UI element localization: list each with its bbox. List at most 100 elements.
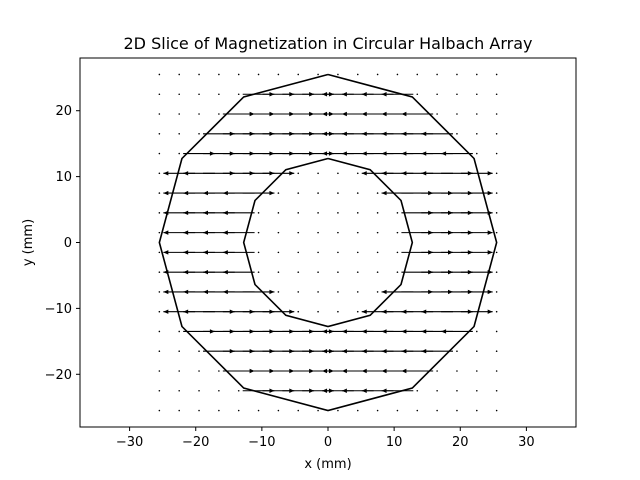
field-zero-dot [476, 350, 478, 353]
magnetization-arrow [242, 190, 275, 196]
field-zero-dot [476, 93, 478, 96]
y-tick-label: −10 [45, 302, 72, 317]
field-zero-dot [317, 271, 319, 273]
field-zero-dot [495, 310, 498, 313]
magnetization-arrow [441, 329, 473, 334]
magnetization-arrow [222, 230, 255, 235]
field-zero-dot [495, 330, 498, 333]
field-zero-dot [376, 271, 379, 273]
field-zero-dot [158, 330, 161, 333]
field-zero-dot [416, 389, 419, 392]
field-zero-dot [337, 271, 339, 273]
field-zero-dot [218, 73, 220, 76]
field-zero-dot [178, 132, 180, 135]
field-zero-dot [317, 172, 319, 175]
field-zero-dot [158, 212, 161, 214]
field-zero-dot [356, 409, 359, 412]
field-zero-dot [356, 192, 359, 194]
field-zero-dot [158, 370, 161, 372]
field-zero-dot [158, 73, 161, 76]
field-zero-dot [317, 409, 319, 412]
field-zero-dot [277, 231, 280, 234]
field-zero-dot [416, 93, 419, 96]
magnetization-arrow [401, 368, 434, 374]
field-zero-dot [356, 291, 359, 293]
field-zero-dot [376, 251, 379, 254]
field-zero-dot [456, 350, 458, 353]
field-zero-dot [317, 73, 319, 76]
field-zero-dot [297, 172, 300, 175]
field-zero-dot [495, 192, 498, 194]
field-zero-dot [158, 251, 161, 254]
field-zero-dot [178, 73, 180, 76]
field-zero-dot [158, 132, 161, 135]
field-zero-dot [356, 212, 359, 214]
field-zero-dot [456, 73, 458, 76]
field-zero-dot [198, 370, 200, 372]
field-zero-dot [158, 389, 161, 392]
field-zero-dot [178, 350, 180, 353]
magnetization-arrow [381, 388, 414, 393]
field-zero-dot [456, 409, 458, 412]
field-zero-dot [178, 370, 180, 372]
magnetization-arrow [421, 131, 453, 136]
field-zero-dot [337, 291, 339, 293]
field-zero-dot [317, 310, 319, 313]
magnetization-arrow [460, 230, 493, 235]
field-zero-dot [396, 409, 399, 412]
field-zero-dot [436, 113, 438, 115]
field-zero-dot [218, 409, 220, 412]
field-zero-dot [218, 370, 220, 372]
y-axis-label: y (mm) [21, 219, 36, 266]
field-zero-dot [416, 409, 419, 412]
y-axis: −20 −10 0 10 20 [45, 104, 80, 383]
field-zero-dot [436, 370, 438, 372]
field-zero-dot [376, 73, 379, 76]
field-zero-dot [495, 251, 498, 254]
field-zero-dot [277, 251, 280, 254]
magnetization-arrow [222, 210, 255, 216]
y-tick-label: −20 [45, 368, 72, 383]
field-zero-dot [456, 389, 458, 392]
field-zero-dot [317, 251, 319, 254]
field-zero-dot [476, 152, 478, 155]
field-zero-dot [158, 310, 161, 313]
field-zero-dot [337, 192, 339, 194]
field-zero-dot [376, 212, 379, 214]
field-zero-dot [297, 73, 300, 76]
field-zero-dot [356, 271, 359, 273]
field-zero-dot [257, 251, 260, 254]
field-zero-dot [297, 251, 300, 254]
field-zero-dot [416, 73, 419, 76]
magnetization-arrow [421, 349, 453, 354]
field-zero-dot [356, 172, 359, 175]
field-zero-dot [178, 93, 180, 96]
x-tick-label: 10 [386, 435, 403, 450]
field-zero-dot [158, 271, 161, 273]
magnetization-arrow [460, 289, 493, 295]
field-zero-dot [297, 310, 300, 313]
field-zero-dot [495, 291, 498, 293]
x-tick-label: −10 [248, 435, 275, 450]
field-zero-dot [257, 271, 260, 273]
x-axis-label: x (mm) [304, 457, 351, 472]
field-zero-dot [218, 389, 220, 392]
field-zero-dot [198, 389, 200, 392]
field-zero-dot [495, 389, 498, 392]
field-zero-dot [158, 93, 161, 96]
field-zero-dot [178, 113, 180, 115]
field-zero-dot [495, 73, 498, 76]
field-zero-dot [436, 73, 438, 76]
field-zero-dot [237, 389, 240, 392]
field-zero-dot [436, 409, 438, 412]
field-zero-dot [158, 152, 161, 155]
field-zero-dot [297, 291, 300, 293]
field-zero-dot [277, 291, 280, 293]
field-zero-dot [476, 73, 478, 76]
field-zero-dot [456, 113, 458, 115]
field-zero-dot [476, 330, 478, 333]
field-zero-dot [337, 172, 339, 175]
field-zero-dot [476, 389, 478, 392]
